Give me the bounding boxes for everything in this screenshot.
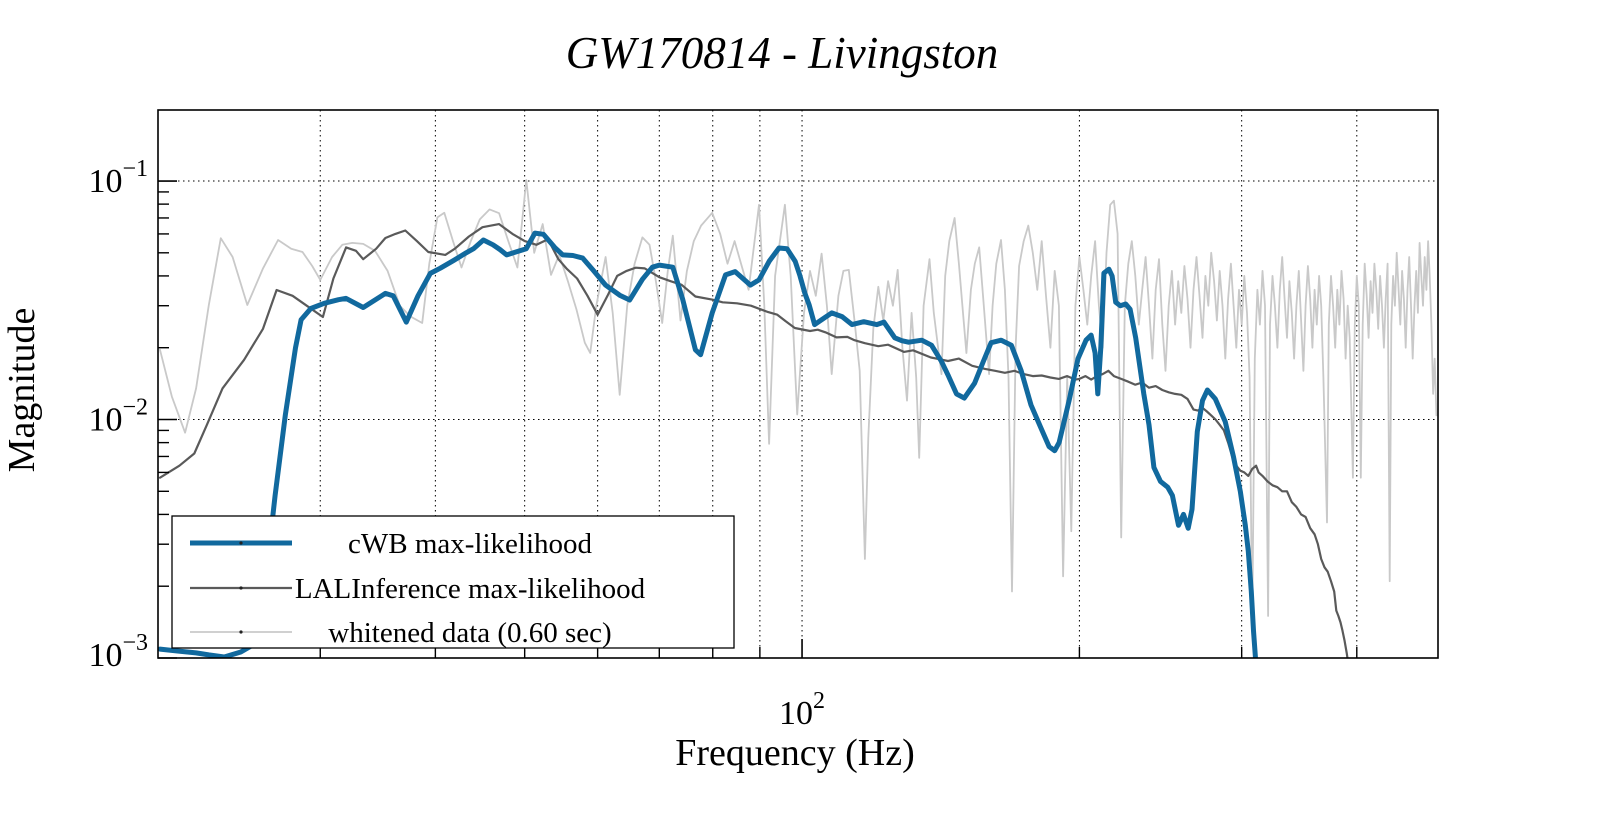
- x-tick-label: 102: [779, 688, 825, 732]
- series-whitened: [159, 179, 1438, 628]
- legend-label: LALInference max-likelihood: [295, 573, 646, 605]
- series-cwb: [158, 230, 1258, 658]
- y-tick-label: 10−2: [88, 395, 148, 439]
- y-tick-label: 10−1: [88, 156, 148, 200]
- legend-box: [171, 515, 735, 649]
- y-axis-label: Magnitude: [1, 308, 43, 473]
- x-axis-label: Frequency (Hz): [675, 732, 915, 774]
- series-lalinference: [158, 223, 1349, 658]
- legend-label: whitened data (0.60 sec): [328, 617, 611, 649]
- y-tick-label: 10−3: [88, 630, 148, 674]
- plot-border: [157, 109, 1439, 659]
- legend-label: cWB max-likelihood: [348, 528, 593, 560]
- legend-sample-marker: [239, 586, 243, 590]
- legend-sample-marker: [239, 541, 243, 545]
- legend: cWB max-likelihood LALInference max-likel…: [171, 515, 735, 649]
- axes: 102 10−1 10−2 10−3: [88, 109, 1439, 732]
- legend-sample-marker: [239, 630, 243, 634]
- chart-title: GW170814 - Livingston: [566, 28, 999, 78]
- data-series: [158, 179, 1438, 658]
